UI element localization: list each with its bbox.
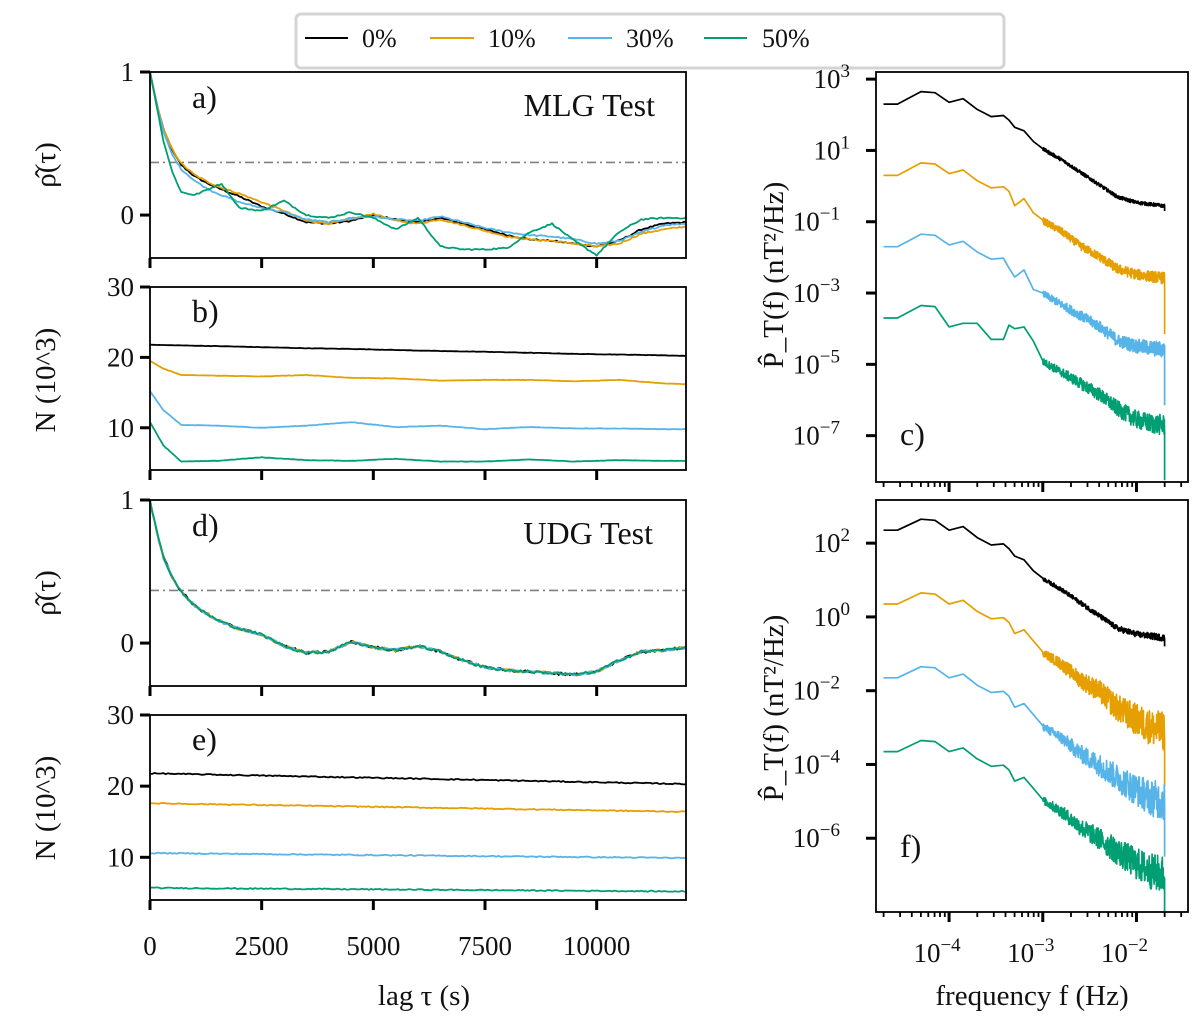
y-tick-label-e: 10 bbox=[107, 842, 134, 872]
panel-d-autocorrelation-udg: 01 bbox=[121, 485, 687, 696]
axes-frame-f bbox=[875, 499, 1189, 913]
legend-entry-3: 50% bbox=[704, 24, 810, 53]
panel-e-label: e) bbox=[192, 721, 217, 757]
panel-d-label: d) bbox=[192, 507, 219, 543]
y-tick-label-f: 10−2 bbox=[793, 673, 840, 706]
y-tick-label-b: 20 bbox=[107, 342, 134, 372]
series-line-b-10pct bbox=[150, 360, 686, 386]
panel-f-label: f) bbox=[900, 828, 921, 864]
y-tick-label-a: 0 bbox=[121, 200, 135, 230]
legend-entry-0: 0% bbox=[305, 24, 397, 53]
legend-label-2: 30% bbox=[626, 24, 674, 53]
y-axis-label-d: ρ̂(τ) bbox=[30, 570, 62, 615]
y-tick-label-e: 30 bbox=[107, 700, 134, 730]
series-line-b-50pct bbox=[150, 421, 686, 463]
y-tick-label-a: 1 bbox=[121, 57, 135, 87]
y-tick-label-c: 10−7 bbox=[793, 418, 840, 451]
series-line-f-0pct bbox=[883, 518, 1166, 647]
axes-frame-a bbox=[149, 71, 687, 259]
series-line-e-0pct bbox=[150, 772, 686, 786]
series-line-e-50pct bbox=[150, 886, 686, 893]
y-tick-label-c: 103 bbox=[814, 61, 851, 94]
panel-d-annotation: UDG Test bbox=[523, 515, 653, 551]
series-line-e-30pct bbox=[150, 851, 686, 860]
series-line-e-10pct bbox=[150, 802, 686, 813]
y-tick-label-c: 10−5 bbox=[793, 346, 840, 379]
axes-frame-e bbox=[149, 714, 687, 901]
legend: 0% 10% 30% 50% bbox=[294, 12, 1006, 70]
series-line-a-50pct bbox=[150, 72, 686, 257]
panel-e-count-udg: 10 20 30 0 2500 5000 7500 10000 bbox=[107, 700, 687, 961]
series-line-f-30pct bbox=[883, 665, 1166, 857]
y-tick-label-f: 10−4 bbox=[793, 746, 841, 779]
x-axis-label-frequency: frequency f (Hz) bbox=[935, 980, 1128, 1012]
x-tick-label-e: 10000 bbox=[563, 931, 631, 961]
panel-b-label: b) bbox=[192, 293, 219, 329]
series-line-c-50pct bbox=[883, 304, 1166, 481]
y-tick-label-c: 10−1 bbox=[793, 204, 840, 237]
panel-b-count-mlg: 10 20 30 bbox=[107, 272, 687, 480]
series-line-b-30pct bbox=[150, 390, 686, 431]
y-axis-label-f: P̂_T(f) (nT²/Hz) bbox=[756, 615, 790, 802]
axes-frame-b bbox=[149, 286, 687, 471]
x-tick-label-e: 2500 bbox=[235, 931, 289, 961]
legend-label-3: 50% bbox=[762, 24, 810, 53]
y-tick-label-f: 102 bbox=[814, 525, 851, 558]
series-line-c-30pct bbox=[883, 233, 1166, 406]
panel-c-label: c) bbox=[900, 416, 925, 452]
y-tick-label-d: 1 bbox=[121, 485, 135, 515]
series-line-a-30pct bbox=[150, 72, 686, 245]
y-tick-label-c: 10−3 bbox=[793, 275, 840, 308]
legend-entry-1: 10% bbox=[430, 24, 536, 53]
series-line-a-10pct bbox=[150, 72, 686, 248]
series-line-f-50pct bbox=[883, 739, 1166, 912]
y-axis-label-c: P̂_T(f) (nT²/Hz) bbox=[756, 182, 790, 369]
legend-box bbox=[294, 12, 1006, 70]
y-axis-label-b: N (10^3) bbox=[30, 328, 62, 433]
axes-frame-c bbox=[875, 71, 1189, 483]
series-line-f-10pct bbox=[883, 592, 1166, 787]
x-tick-label-e: 7500 bbox=[458, 931, 512, 961]
y-tick-label-d: 0 bbox=[121, 628, 135, 658]
y-tick-label-e: 20 bbox=[107, 771, 134, 801]
panel-c-psd-mlg: 103 101 10−1 10−3 10−5 10−7 bbox=[793, 61, 1189, 492]
x-tick-label-e: 0 bbox=[143, 931, 157, 961]
y-tick-label-b: 30 bbox=[107, 272, 134, 302]
series-line-d-50pct bbox=[150, 500, 686, 676]
panel-a-autocorrelation-mlg: 01 bbox=[121, 57, 687, 268]
y-tick-label-c: 101 bbox=[814, 132, 851, 165]
y-tick-label-f: 100 bbox=[814, 599, 851, 632]
panel-f-psd-udg: 102 100 10−2 10−4 10−6 10−4 10−3 10−2 bbox=[793, 499, 1189, 968]
y-tick-label-b: 10 bbox=[107, 413, 134, 443]
legend-label-1: 10% bbox=[488, 24, 536, 53]
x-tick-label-f: 10−4 bbox=[913, 935, 961, 968]
panel-a-annotation: MLG Test bbox=[524, 87, 656, 123]
x-tick-label-f: 10−3 bbox=[1007, 935, 1054, 968]
legend-label-0: 0% bbox=[362, 24, 397, 53]
x-axis-label-lag: lag τ (s) bbox=[378, 980, 470, 1012]
axes-frame-d bbox=[149, 499, 687, 687]
y-axis-label-a: ρ̂(τ) bbox=[30, 142, 62, 187]
series-line-c-0pct bbox=[883, 90, 1166, 211]
x-tick-label-e: 5000 bbox=[346, 931, 400, 961]
y-axis-label-e: N (10^3) bbox=[30, 756, 62, 861]
series-line-c-10pct bbox=[883, 162, 1166, 334]
panel-a-label: a) bbox=[192, 79, 217, 115]
y-tick-label-f: 10−6 bbox=[793, 820, 840, 853]
legend-entry-2: 30% bbox=[568, 24, 674, 53]
x-tick-label-f: 10−2 bbox=[1101, 935, 1148, 968]
series-line-b-0pct bbox=[150, 343, 686, 357]
